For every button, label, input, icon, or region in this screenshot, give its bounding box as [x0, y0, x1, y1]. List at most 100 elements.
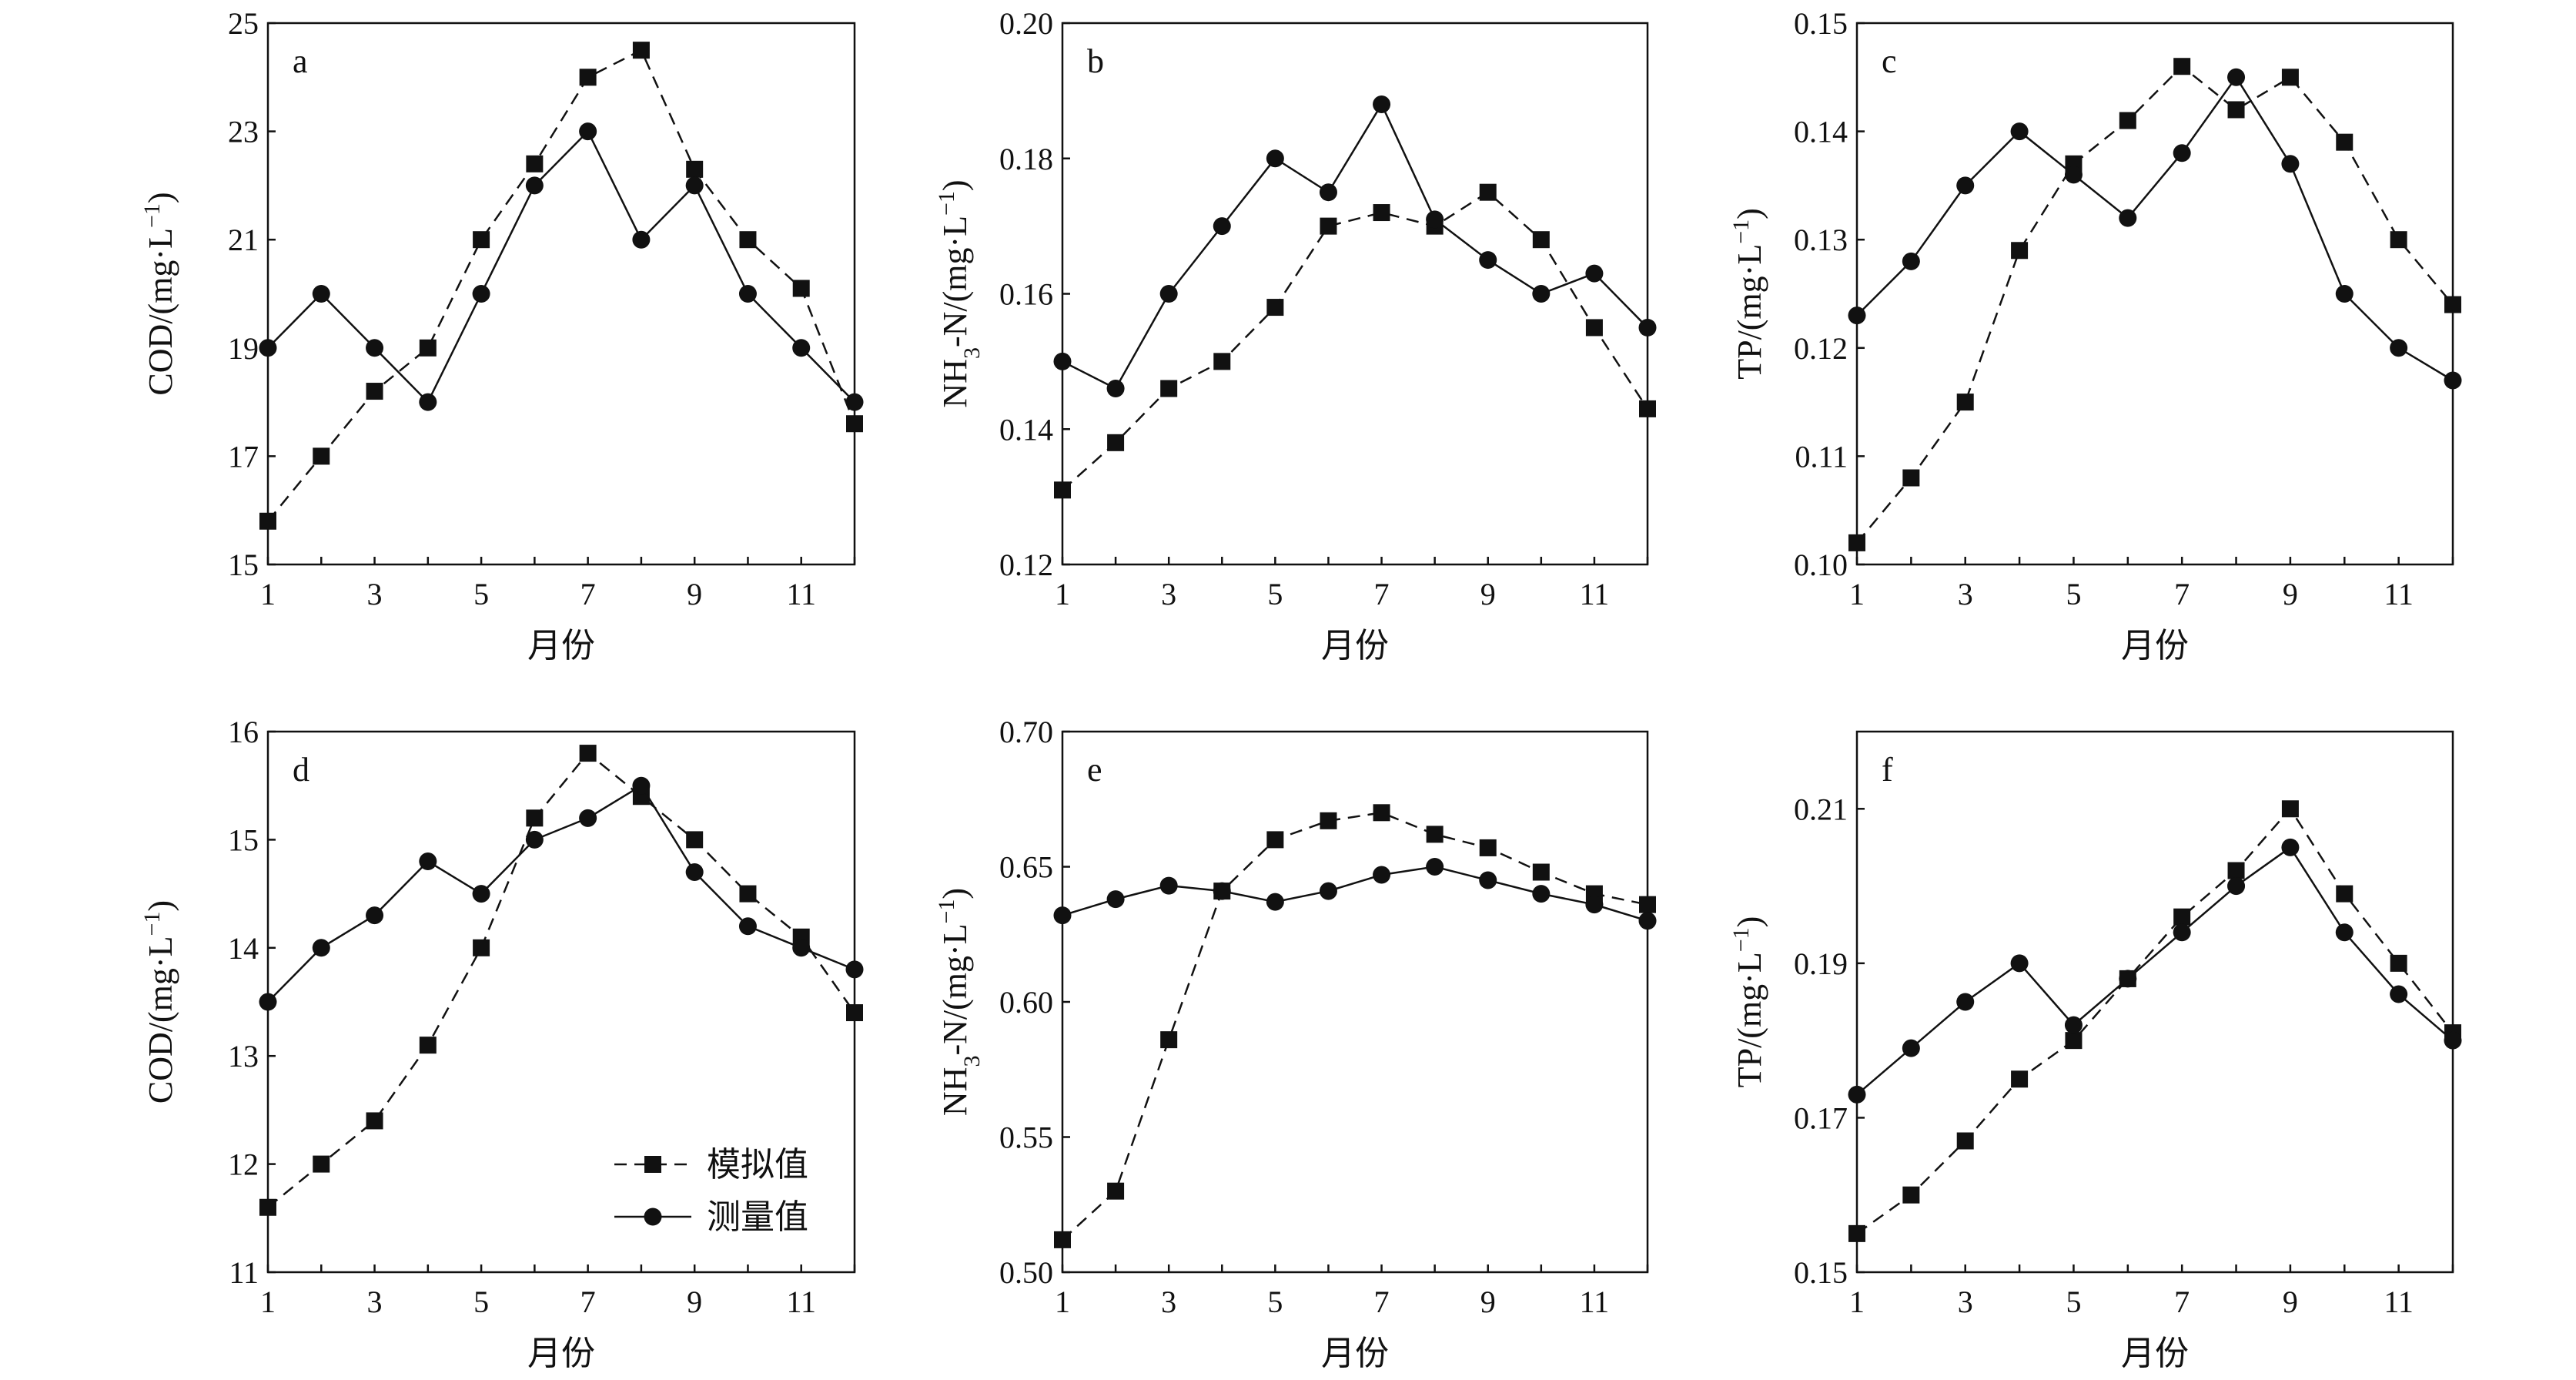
panel-letter: c: [1882, 42, 1897, 80]
data-point-simulated: [2336, 133, 2354, 151]
data-point-measured: [2173, 923, 2191, 942]
x-axis-title: 月份: [1321, 627, 1389, 665]
series-line: [1856, 846, 2454, 1096]
data-point-simulated: [1585, 319, 1603, 337]
x-tick-label: 11: [1580, 577, 1610, 611]
data-point-simulated: [1054, 1231, 1071, 1248]
y-tick-label: 11: [229, 1255, 259, 1290]
data-point-simulated: [579, 745, 597, 762]
data-point-measured: [1213, 882, 1231, 900]
data-point-simulated: [1160, 1031, 1178, 1049]
x-tick-label: 11: [786, 577, 816, 611]
data-point-measured: [579, 809, 597, 827]
data-point-measured: [738, 917, 757, 936]
series-line: [267, 752, 856, 1208]
panel-f: 1 3 5 7 9 11 0.15 0.17 0.19 0.21 月份 TP/(mg·L−1) f: [1728, 730, 2462, 1372]
data-point-measured: [845, 960, 864, 979]
y-tick-label: 0.12: [1794, 331, 1848, 366]
data-point-simulated: [1639, 400, 1656, 417]
x-tick-label: 9: [2283, 1285, 2298, 1319]
data-point-simulated: [526, 809, 544, 827]
data-point-simulated: [526, 155, 544, 172]
x-axis-title: 月份: [527, 627, 595, 665]
panel-letter: b: [1087, 42, 1104, 80]
series-line: [1856, 65, 2454, 544]
data-point-measured: [1585, 896, 1604, 914]
y-tick-label: 19: [228, 331, 259, 366]
y-tick-label: 14: [228, 931, 259, 966]
data-point-measured: [1426, 210, 1444, 229]
y-tick-label: 0.21: [1794, 792, 1848, 826]
data-point-simulated: [1479, 183, 1497, 201]
x-tick-label: 9: [687, 577, 702, 611]
data-point-measured: [2390, 339, 2408, 357]
data-point-simulated: [1848, 1224, 1865, 1242]
plot-frame: [1855, 730, 2454, 1274]
data-point-simulated: [1373, 204, 1390, 222]
x-tick-label: 1: [260, 1285, 276, 1319]
data-point-simulated: [1160, 380, 1178, 397]
x-tick-label: 5: [1267, 1285, 1283, 1319]
series-line: [1856, 807, 2454, 1234]
y-tick-label: 0.19: [1794, 946, 1848, 981]
x-tick-label: 7: [580, 577, 596, 611]
data-point-simulated: [579, 69, 597, 86]
data-point-measured: [2335, 285, 2354, 303]
x-axis-title: 月份: [2121, 627, 2189, 665]
data-point-measured: [259, 993, 277, 1011]
data-point-simulated: [1532, 863, 1550, 881]
panel-letter: a: [293, 42, 308, 80]
x-tick-label: 7: [2174, 1285, 2190, 1319]
data-point-measured: [2119, 970, 2137, 988]
data-point-simulated: [1848, 534, 1865, 551]
data-point-measured: [1213, 217, 1231, 236]
y-tick-label: 0.15: [1794, 1255, 1848, 1290]
x-tick-label: 1: [260, 577, 276, 611]
data-point-measured: [312, 285, 330, 303]
y-tick-label: 12: [228, 1147, 259, 1182]
series-line: [267, 49, 856, 522]
panel-c: 1 3 5 7 9 11 0.10 0.11 0.12 0.13 0.14 0.15 月份 TP/(mg·…: [1728, 6, 2462, 665]
series-line: [1062, 866, 1648, 922]
x-tick-label: 9: [687, 1285, 702, 1319]
data-point-measured: [792, 339, 811, 357]
data-point-simulated: [1373, 804, 1390, 822]
data-point-simulated: [1956, 394, 1974, 411]
data-point-measured: [2119, 209, 2137, 227]
y-tick-label: 0.65: [999, 850, 1053, 885]
panel-b: 1 3 5 7 9 11 0.12 0.14 0.16 0.18 0.20 月份 NH3-N/(mg·L…: [934, 6, 1657, 665]
y-tick-label: 0.11: [1795, 439, 1848, 474]
data-point-measured: [685, 863, 704, 882]
x-tick-label: 5: [473, 1285, 489, 1319]
data-point-measured: [685, 176, 704, 195]
plot-frame: [266, 730, 856, 1274]
y-tick-label: 0.14: [1794, 115, 1848, 149]
data-point-measured: [2227, 68, 2246, 86]
data-point-measured: [632, 776, 651, 795]
y-tick-label: 0.60: [999, 985, 1053, 1020]
data-point-measured: [2064, 166, 2083, 184]
data-point-measured: [2444, 371, 2462, 390]
y-tick-label: 15: [228, 548, 259, 582]
x-axis-title: 月份: [2121, 1335, 2189, 1372]
y-tick-label: 0.15: [1794, 6, 1848, 41]
data-point-simulated: [419, 1037, 437, 1054]
data-point-simulated: [473, 231, 490, 249]
data-point-measured: [1956, 176, 1975, 195]
series-line: [267, 784, 855, 1003]
panel-e: 1 3 5 7 9 11 0.50 0.55 0.60 0.65 0.70 月份 NH3-N/(mg·L…: [934, 715, 1657, 1372]
data-point-measured: [1373, 866, 1391, 884]
data-point-simulated: [313, 447, 330, 465]
data-point-measured: [1585, 264, 1604, 283]
x-tick-label: 3: [367, 577, 383, 611]
data-point-simulated: [1266, 831, 1284, 849]
legend-marker-measured: [644, 1208, 662, 1226]
data-point-simulated: [792, 280, 810, 297]
series-line: [267, 129, 855, 404]
data-point-measured: [259, 339, 277, 357]
panel-a: 1 3 5 7 9 11 15 17 19 21 23 25 月份 COD/(mg·L−1) a: [139, 6, 864, 665]
data-point-measured: [1902, 252, 1920, 270]
data-point-measured: [2010, 954, 2029, 973]
x-tick-label: 9: [1480, 1285, 1496, 1319]
y-tick-label: 0.20: [999, 6, 1053, 41]
